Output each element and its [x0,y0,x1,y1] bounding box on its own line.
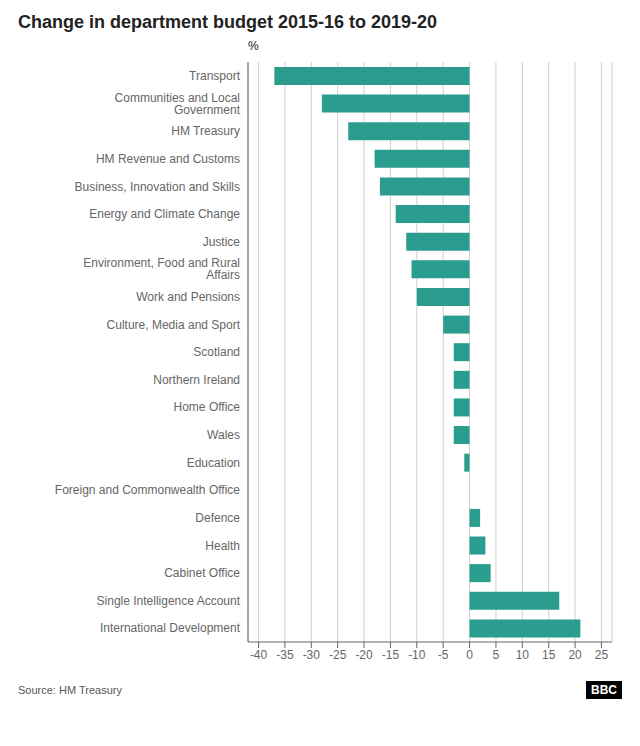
svg-text:Culture, Media and Sport: Culture, Media and Sport [107,318,241,332]
svg-text:25: 25 [595,648,609,662]
svg-text:HM Revenue and Customs: HM Revenue and Customs [96,152,240,166]
svg-text:Communities and LocalGovernmen: Communities and LocalGovernment [115,91,241,117]
svg-text:Foreign and Commonwealth Offic: Foreign and Commonwealth Office [55,483,241,497]
svg-text:-15: -15 [382,648,400,662]
svg-text:20: 20 [568,648,582,662]
svg-text:15: 15 [542,648,556,662]
svg-text:International Development: International Development [100,621,241,635]
svg-text:Energy and Climate Change: Energy and Climate Change [89,207,240,221]
svg-text:5: 5 [493,648,500,662]
svg-text:Business, Innovation and Skill: Business, Innovation and Skills [75,180,240,194]
svg-text:-5: -5 [438,648,449,662]
svg-text:-25: -25 [329,648,347,662]
svg-text:Education: Education [187,456,240,470]
svg-text:Defence: Defence [195,511,240,525]
svg-text:Cabinet Office: Cabinet Office [164,566,240,580]
svg-text:Northern Ireland: Northern Ireland [153,373,240,387]
svg-text:Justice: Justice [203,235,241,249]
svg-text:0: 0 [466,648,473,662]
svg-text:Health: Health [205,539,240,553]
svg-text:-35: -35 [276,648,294,662]
svg-text:Work and Pensions: Work and Pensions [136,290,240,304]
html-text:BBC: BBC [591,683,617,697]
svg-text:HM Treasury: HM Treasury [171,124,240,138]
svg-text:Environment, Food and RuralAff: Environment, Food and RuralAffairs [83,256,240,282]
html-text:Source: HM Treasury: Source: HM Treasury [18,684,122,696]
svg-text:-10: -10 [408,648,426,662]
html-text:Change in department budget 20: Change in department budget 2015-16 to 2… [18,12,438,32]
svg-text:Home Office: Home Office [174,400,241,414]
svg-text:10: 10 [516,648,530,662]
svg-text:-40: -40 [250,648,268,662]
svg-text:-20: -20 [355,648,373,662]
svg-text:Wales: Wales [207,428,240,442]
svg-text:Single Intelligence Account: Single Intelligence Account [97,594,241,608]
svg-text:-30: -30 [303,648,321,662]
svg-text:Transport: Transport [189,69,241,83]
svg-text:Scotland: Scotland [193,345,240,359]
